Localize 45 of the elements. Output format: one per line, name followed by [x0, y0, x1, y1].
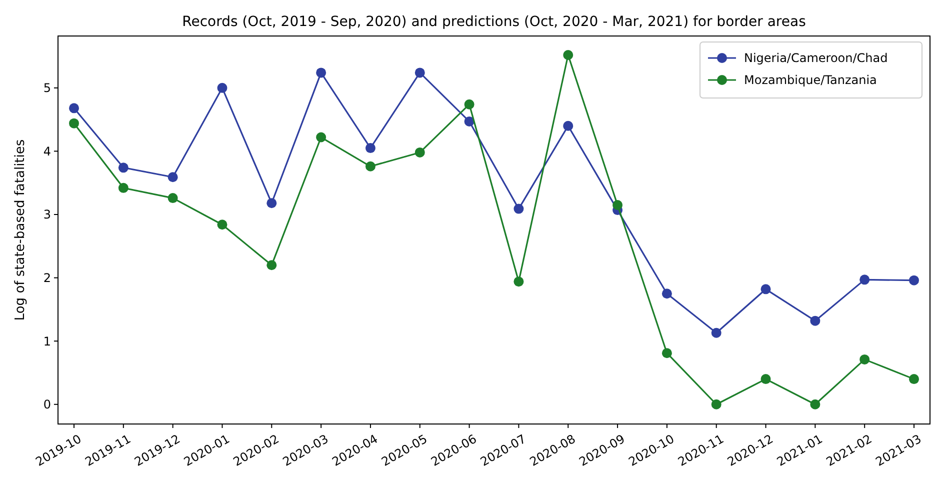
point: [217, 82, 228, 93]
point: [810, 316, 820, 326]
point: [316, 68, 326, 78]
point: [909, 275, 919, 286]
point: [217, 220, 228, 230]
point: [365, 143, 376, 154]
point: [414, 147, 425, 158]
point: [118, 182, 128, 193]
y-tick-label: 5: [43, 81, 51, 96]
point: [266, 260, 277, 270]
point: [365, 161, 376, 172]
point: [414, 68, 425, 78]
point: [118, 162, 128, 173]
point: [464, 99, 474, 110]
point: [266, 198, 277, 208]
point: [514, 204, 524, 214]
point: [810, 399, 820, 410]
point: [662, 288, 672, 299]
point: [168, 172, 178, 182]
point: [909, 374, 919, 384]
point: [69, 103, 79, 114]
point: [514, 276, 524, 287]
point: [860, 354, 870, 364]
point: [711, 399, 722, 410]
point: [316, 132, 326, 142]
point: [760, 374, 771, 384]
point: [662, 348, 672, 358]
point: [612, 200, 623, 210]
point: [563, 120, 574, 131]
legend-label: Mozambique/Tanzania: [744, 73, 877, 88]
point: [168, 193, 178, 204]
point: [860, 274, 870, 285]
point: [711, 328, 722, 338]
y-axis-title: Log of state-based fatalities: [13, 139, 28, 321]
y-tick-label: 3: [43, 208, 51, 222]
point: [760, 284, 771, 294]
y-tick-label: 0: [43, 398, 51, 412]
y-tick-label: 2: [43, 270, 51, 285]
chart-title: Records (Oct, 2019 - Sep, 2020) and predictions (Oct, 2020 - Mar, 2021) for border areas: [182, 14, 806, 30]
point: [563, 50, 574, 60]
point: [69, 118, 79, 128]
point: [464, 116, 474, 126]
y-tick-label: 1: [43, 334, 51, 348]
legend-label: Nigeria/Cameroon/Chad: [744, 51, 888, 66]
y-tick-label: 4: [43, 144, 51, 158]
